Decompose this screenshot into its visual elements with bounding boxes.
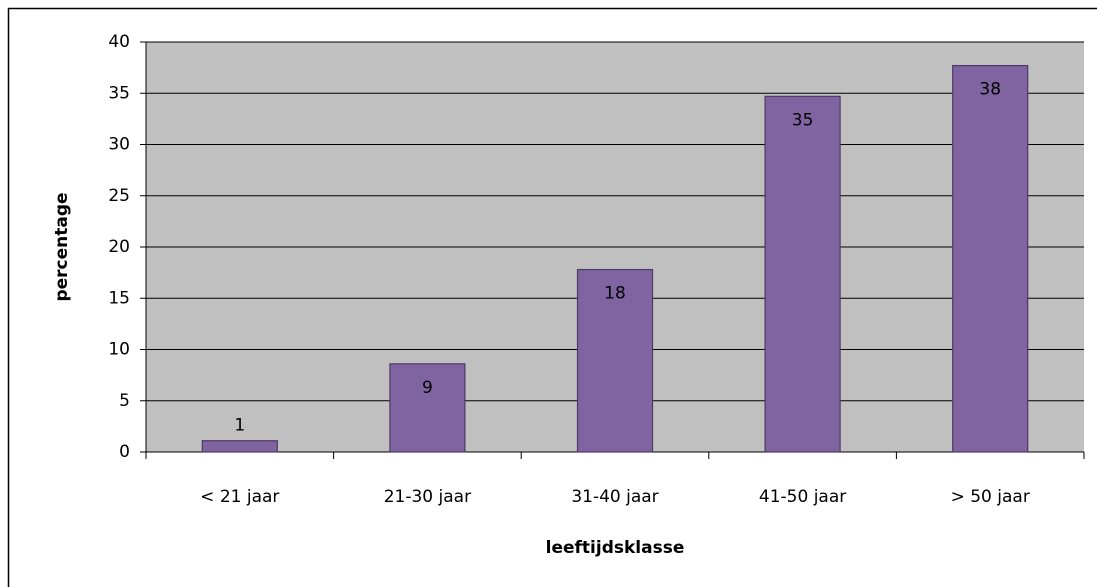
- y-tick-label: 30: [108, 135, 130, 155]
- x-tick-label: 21-30 jaar: [384, 487, 471, 507]
- bar: [576, 268, 654, 453]
- x-tick-label: > 50 jaar: [951, 487, 1030, 507]
- data-label: 35: [792, 110, 814, 130]
- data-label: 9: [422, 378, 433, 398]
- bar: [389, 363, 466, 453]
- x-tick-label: < 21 jaar: [200, 487, 279, 507]
- bar: [201, 440, 278, 453]
- y-tick-label: 20: [108, 237, 130, 257]
- bar: [952, 64, 1029, 453]
- x-tick-label: 31-40 jaar: [571, 487, 658, 507]
- y-tick-label: 25: [108, 186, 130, 206]
- data-label: 18: [604, 284, 626, 304]
- y-tick-label: 15: [108, 288, 130, 308]
- y-tick-label: 0: [119, 442, 130, 462]
- y-tick-label: 35: [108, 83, 130, 103]
- data-label: 1: [234, 416, 245, 436]
- bar: [764, 95, 841, 453]
- y-axis-title: percentage: [52, 192, 72, 301]
- y-tick-label: 5: [119, 391, 130, 411]
- y-tick-label: 10: [108, 340, 130, 360]
- x-tick-label: 41-50 jaar: [759, 487, 846, 507]
- x-axis-title: leeftijdsklasse: [546, 538, 685, 558]
- data-label: 38: [979, 80, 1001, 100]
- y-tick-label: 40: [108, 32, 130, 52]
